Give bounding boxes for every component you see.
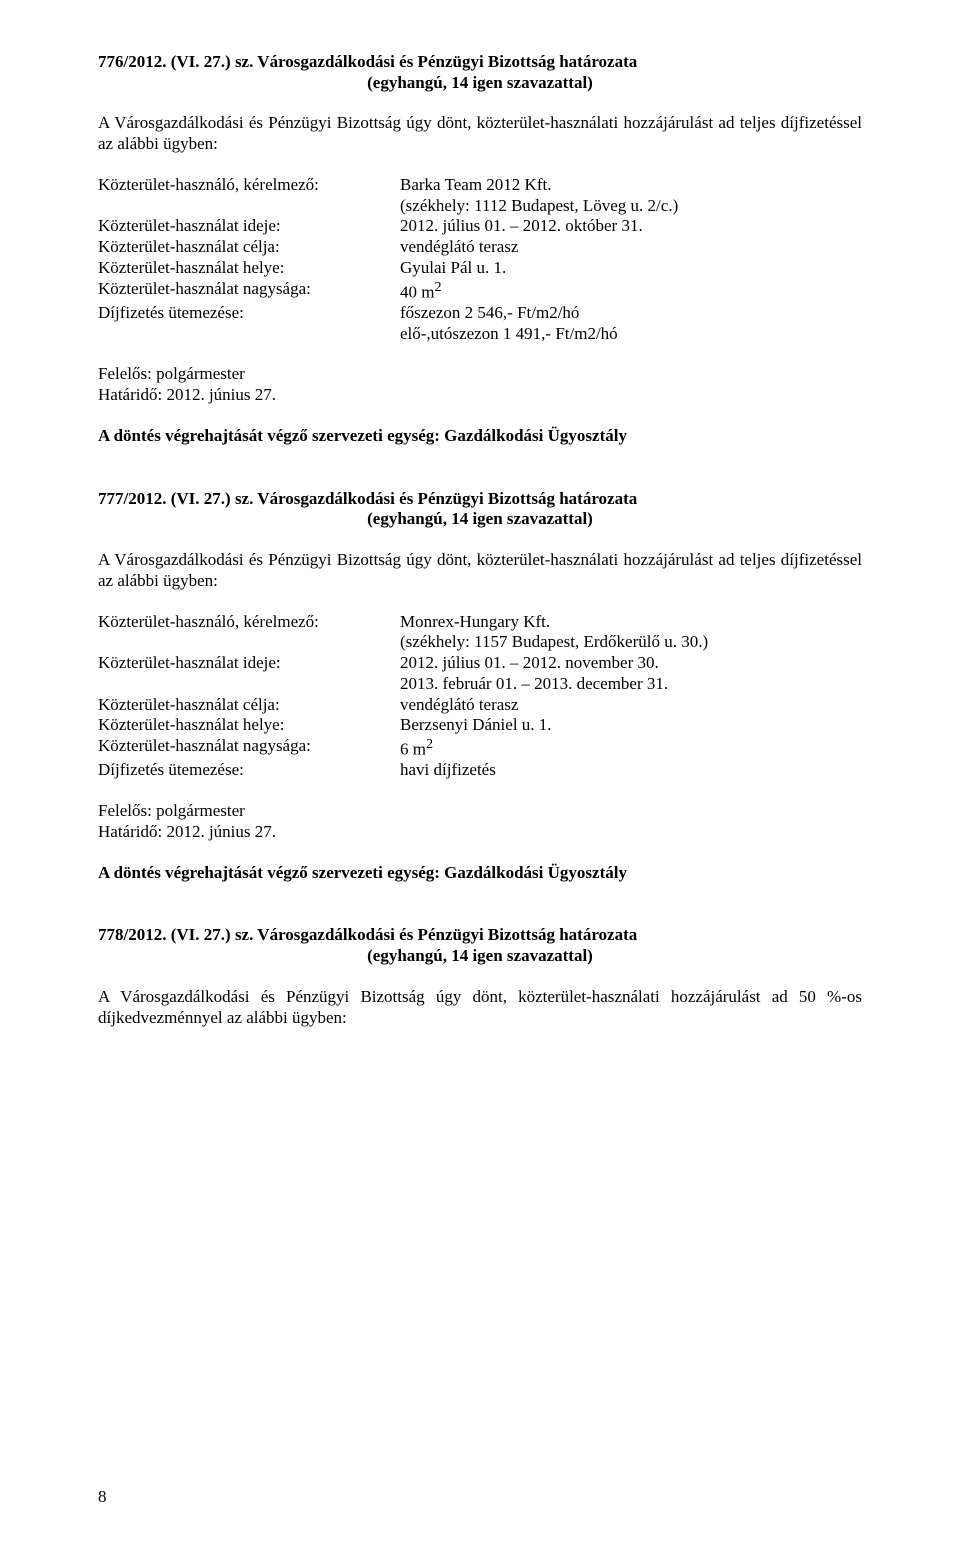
executor-line: A döntés végrehajtását végző szervezeti …	[98, 863, 862, 884]
resolution-heading: 778/2012. (VI. 27.) sz. Városgazdálkodás…	[98, 925, 862, 946]
kv-row: elő-,utószezon 1 491,- Ft/m2/hó	[98, 324, 862, 345]
kv-row: Közterület-használó, kérelmező: Monrex-H…	[98, 612, 862, 633]
kv-label: Közterület-használat helye:	[98, 715, 400, 736]
kv-value: vendéglátó terasz	[400, 695, 862, 716]
kv-value: vendéglátó terasz	[400, 237, 862, 258]
size-sup: 2	[434, 279, 441, 295]
resolution-777: 777/2012. (VI. 27.) sz. Városgazdálkodás…	[98, 489, 862, 884]
size-sup: 2	[426, 736, 433, 752]
size-num: 40 m	[400, 282, 434, 301]
kv-value: 6 m2	[400, 736, 862, 760]
kv-value: havi díjfizetés	[400, 760, 862, 781]
kv-label: Közterület-használat ideje:	[98, 653, 400, 674]
resolution-intro: A Városgazdálkodási és Pénzügyi Bizottsá…	[98, 113, 862, 154]
kv-row: (székhely: 1112 Budapest, Löveg u. 2/c.)	[98, 196, 862, 217]
deadline-line: Határidő: 2012. június 27.	[98, 822, 862, 843]
kv-value: Berzsenyi Dániel u. 1.	[400, 715, 862, 736]
kv-row: Közterület-használat helye: Gyulai Pál u…	[98, 258, 862, 279]
responsible-line: Felelős: polgármester	[98, 801, 862, 822]
kv-label-empty	[98, 632, 400, 653]
kv-label: Közterület-használó, kérelmező:	[98, 175, 400, 196]
document-page: 776/2012. (VI. 27.) sz. Városgazdálkodás…	[0, 0, 960, 1550]
kv-row: Közterület-használat nagysága: 40 m2	[98, 279, 862, 303]
kv-label-empty	[98, 674, 400, 695]
page-number: 8	[98, 1487, 107, 1508]
kv-label: Közterület-használat nagysága:	[98, 736, 400, 760]
kv-label: Közterület-használó, kérelmező:	[98, 612, 400, 633]
kv-label: Közterület-használat ideje:	[98, 216, 400, 237]
kv-label: Díjfizetés ütemezése:	[98, 760, 400, 781]
kv-value: (székhely: 1112 Budapest, Löveg u. 2/c.)	[400, 196, 862, 217]
kv-row: Közterület-használat ideje: 2012. július…	[98, 653, 862, 674]
resolution-heading-sub: (egyhangú, 14 igen szavazattal)	[98, 946, 862, 967]
responsible-line: Felelős: polgármester	[98, 364, 862, 385]
kv-value: 2013. február 01. – 2013. december 31.	[400, 674, 862, 695]
kv-row: (székhely: 1157 Budapest, Erdőkerülő u. …	[98, 632, 862, 653]
kv-block: Közterület-használó, kérelmező: Monrex-H…	[98, 612, 862, 782]
deadline-line: Határidő: 2012. június 27.	[98, 385, 862, 406]
resolution-intro: A Városgazdálkodási és Pénzügyi Bizottsá…	[98, 550, 862, 591]
kv-label-empty	[98, 324, 400, 345]
kv-label: Közterület-használat helye:	[98, 258, 400, 279]
resolution-heading-sub: (egyhangú, 14 igen szavazattal)	[98, 509, 862, 530]
kv-value: (székhely: 1157 Budapest, Erdőkerülő u. …	[400, 632, 862, 653]
kv-label: Közterület-használat nagysága:	[98, 279, 400, 303]
kv-row: Közterület-használat célja: vendéglátó t…	[98, 237, 862, 258]
kv-label: Díjfizetés ütemezése:	[98, 303, 400, 324]
kv-row: Közterület-használat nagysága: 6 m2	[98, 736, 862, 760]
resolution-heading: 776/2012. (VI. 27.) sz. Városgazdálkodás…	[98, 52, 862, 73]
kv-row: Díjfizetés ütemezése: főszezon 2 546,- F…	[98, 303, 862, 324]
kv-value: 40 m2	[400, 279, 862, 303]
kv-row: Közterület-használat ideje: 2012. július…	[98, 216, 862, 237]
kv-label: Közterület-használat célja:	[98, 695, 400, 716]
kv-row: Közterület-használó, kérelmező: Barka Te…	[98, 175, 862, 196]
resolution-intro: A Városgazdálkodási és Pénzügyi Bizottsá…	[98, 987, 862, 1028]
kv-value: főszezon 2 546,- Ft/m2/hó	[400, 303, 862, 324]
resolution-heading-sub: (egyhangú, 14 igen szavazattal)	[98, 73, 862, 94]
kv-row: Díjfizetés ütemezése: havi díjfizetés	[98, 760, 862, 781]
resolution-778: 778/2012. (VI. 27.) sz. Városgazdálkodás…	[98, 925, 862, 1028]
kv-value: elő-,utószezon 1 491,- Ft/m2/hó	[400, 324, 862, 345]
kv-value: 2012. július 01. – 2012. november 30.	[400, 653, 862, 674]
kv-value: Monrex-Hungary Kft.	[400, 612, 862, 633]
kv-label-empty	[98, 196, 400, 217]
kv-label: Közterület-használat célja:	[98, 237, 400, 258]
kv-row: Közterület-használat helye: Berzsenyi Dá…	[98, 715, 862, 736]
kv-row: Közterület-használat célja: vendéglátó t…	[98, 695, 862, 716]
kv-value: Barka Team 2012 Kft.	[400, 175, 862, 196]
kv-block: Közterület-használó, kérelmező: Barka Te…	[98, 175, 862, 345]
resolution-776: 776/2012. (VI. 27.) sz. Városgazdálkodás…	[98, 52, 862, 447]
resolution-heading: 777/2012. (VI. 27.) sz. Városgazdálkodás…	[98, 489, 862, 510]
kv-row: 2013. február 01. – 2013. december 31.	[98, 674, 862, 695]
kv-value: Gyulai Pál u. 1.	[400, 258, 862, 279]
size-num: 6 m	[400, 740, 426, 759]
kv-value: 2012. július 01. – 2012. október 31.	[400, 216, 862, 237]
executor-line: A döntés végrehajtását végző szervezeti …	[98, 426, 862, 447]
